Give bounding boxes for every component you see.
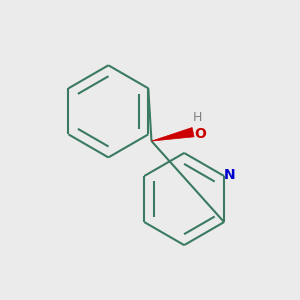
- Text: O: O: [195, 127, 206, 141]
- Text: H: H: [193, 111, 202, 124]
- Polygon shape: [152, 128, 194, 141]
- Text: N: N: [224, 168, 235, 182]
